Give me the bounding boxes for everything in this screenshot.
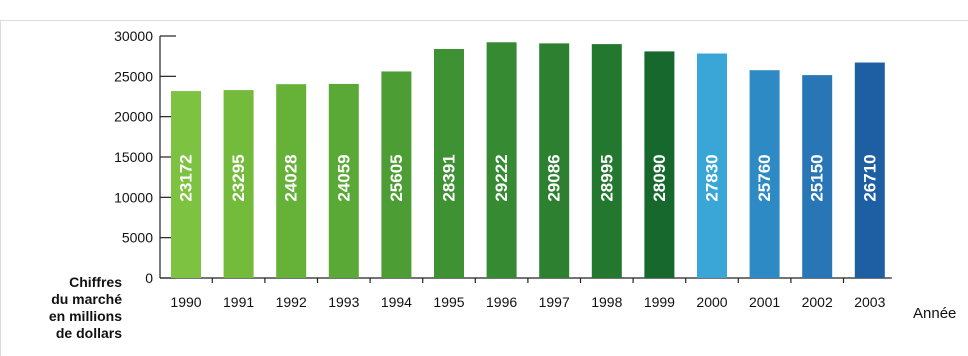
value-label-2001: 25760 [755,154,774,201]
value-label-1998: 28995 [597,154,616,201]
chart-frame [0,20,968,356]
x-tick-label: 1996 [486,294,517,310]
bar-2003 [854,62,885,278]
bar-1996 [486,42,517,279]
y-tick-label: 5000 [122,230,153,246]
x-tick-label: 1992 [276,294,307,310]
value-labels: 23172 23295 24028 24059 25605 28391 29222 29086… [177,154,880,201]
y-tick-label: 15000 [114,149,153,165]
x-tick-label: 1999 [644,294,675,310]
value-label-2003: 26710 [860,154,879,201]
x-tick-label: 1993 [328,294,359,310]
value-label-2000: 27830 [703,154,722,201]
value-label-1997: 29086 [545,154,564,201]
x-tick-label: 1997 [539,294,570,310]
y-axis: 30000 25000 20000 15000 10000 5000 0 [114,28,176,286]
x-tick-label: 1995 [433,294,464,310]
bar-2001 [749,70,780,278]
x-tick-label: 1990 [170,294,201,310]
bar-2002 [802,75,833,278]
y-tick-label: 25000 [114,68,153,84]
bar-1995 [434,48,464,279]
bar-1992 [276,84,307,278]
value-label-1990: 23172 [177,154,196,201]
x-axis-title: Année [913,305,956,322]
y-axis-title-line: de dollars [56,325,122,341]
value-label-1991: 23295 [229,154,248,201]
x-tick-label: 2002 [802,294,833,310]
bar-2000 [697,53,727,278]
y-tick-label: 20000 [114,109,153,125]
x-axis: 1990 1991 1992 1993 1994 1995 1996 1997 1998 1999… [160,277,892,310]
y-tick-label: 30000 [114,28,153,44]
x-tick-label: 2000 [696,294,727,310]
value-label-1993: 24059 [334,154,353,201]
bar-1997 [539,43,570,279]
x-tick-label: 1991 [223,294,254,310]
y-tick-label: 0 [145,270,153,286]
bar-1990 [171,91,201,279]
bars [171,42,885,279]
bar-1998 [591,44,622,279]
value-label-1999: 28090 [650,154,669,201]
y-axis-title-line: Chiffres [69,274,122,290]
x-tick-label: 2003 [854,294,885,310]
value-label-1996: 29222 [492,154,511,201]
value-label-1994: 25605 [387,154,406,201]
value-label-1995: 28391 [440,154,459,201]
bar-1991 [223,90,254,278]
value-label-1992: 24028 [282,154,301,201]
bar-1999 [644,51,675,278]
x-tick-label: 1998 [591,294,622,310]
y-tick-label: 10000 [114,189,153,205]
bar-1994 [381,71,412,278]
x-tick-label: 2001 [749,294,780,310]
y-axis-title-line: du marché [51,291,122,307]
y-axis-title-line: en millions [49,308,122,324]
x-tick-label: 1994 [381,294,412,310]
value-label-2002: 25150 [808,154,827,201]
bar-1993 [328,83,359,278]
